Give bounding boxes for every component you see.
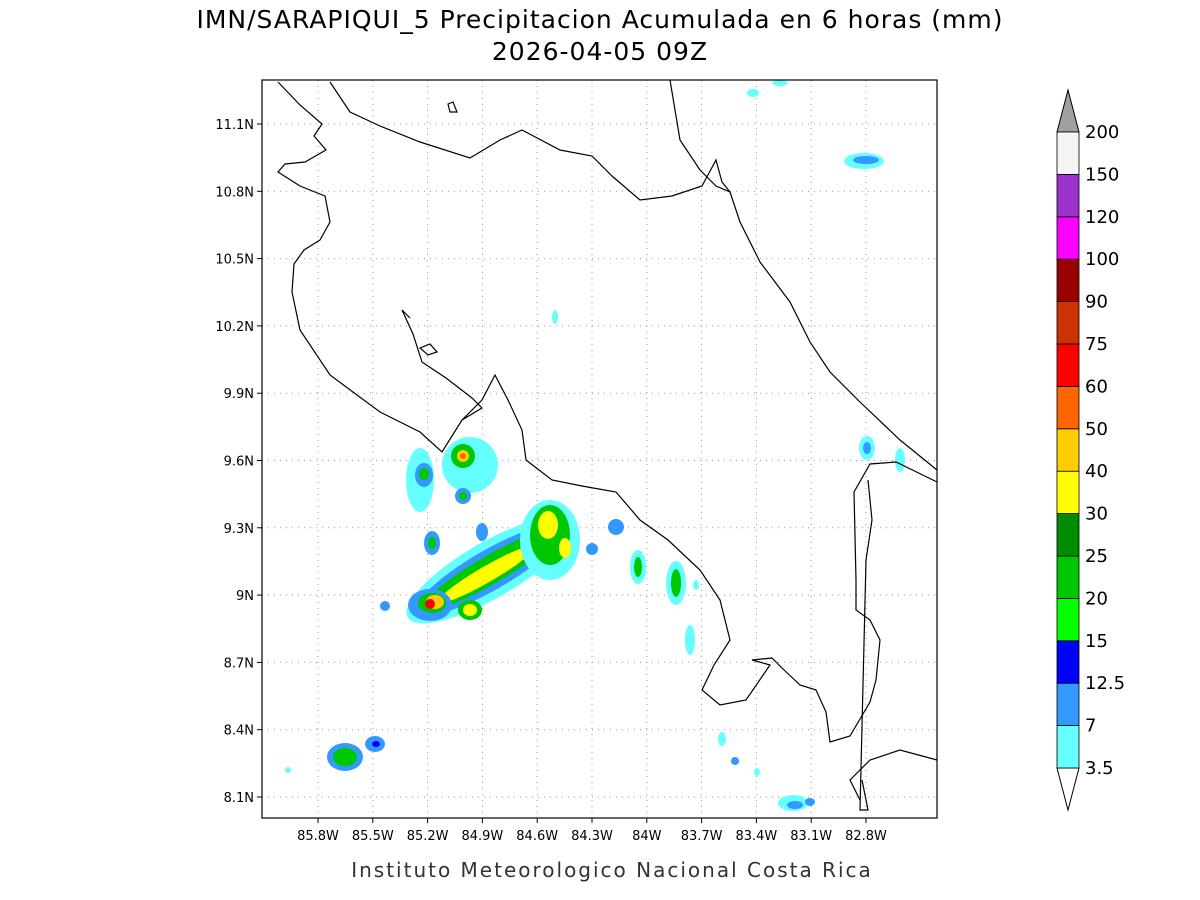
lon-tick-label: 85.8W <box>297 829 339 844</box>
lat-tick-label: 10.5N <box>215 253 254 268</box>
lon-tick-label: 84.3W <box>571 829 613 844</box>
lat-tick-label: 11.1N <box>215 118 254 133</box>
title: IMN/SARAPIQUI_5 Precipitacion Acumulada … <box>196 5 1003 34</box>
colorbar-label: 30 <box>1085 504 1108 525</box>
colorbar-bin <box>1056 173 1080 218</box>
lat-tick-label: 9.6N <box>224 455 254 470</box>
colorbar-label: 75 <box>1085 334 1108 355</box>
colorbar-label: 90 <box>1085 292 1108 313</box>
lat-tick-label: 9N <box>236 589 254 604</box>
lon-tick-label: 84.9W <box>461 829 503 844</box>
lat-tick-label: 8.4N <box>224 724 254 739</box>
lon-tick-label: 85.2W <box>407 829 449 844</box>
lon-tick-label: 85.5W <box>352 829 394 844</box>
colorbar-label: 15 <box>1085 631 1108 652</box>
lat-tick-label: 9.9N <box>224 387 254 402</box>
colorbar-bin <box>1056 470 1080 515</box>
colorbar-label: 7 <box>1085 716 1096 737</box>
lon-tick-label: 83.7W <box>681 829 723 844</box>
colorbar-label: 50 <box>1085 419 1108 440</box>
colorbar-bin <box>1056 725 1080 769</box>
colorbar-bin <box>1056 682 1080 727</box>
grid <box>257 80 937 823</box>
colorbar-label: 25 <box>1085 546 1108 567</box>
precipitation-field <box>285 80 905 811</box>
map-area <box>257 79 938 823</box>
lat-tick-label: 8.7N <box>224 656 254 671</box>
colorbar-bin <box>1056 301 1080 345</box>
lon-tick-label: 83.1W <box>790 829 832 844</box>
lon-tick-label: 84W <box>632 829 662 844</box>
colorbar-bin <box>1056 428 1080 472</box>
lon-tick-label: 83.4W <box>735 829 777 844</box>
colorbar-bin <box>1056 513 1080 557</box>
lat-tick-label: 8.1N <box>224 791 254 806</box>
colorbar-bin <box>1056 640 1080 684</box>
colorbar-under <box>1056 767 1080 812</box>
colorbar-over <box>1056 88 1080 133</box>
map-frame <box>261 79 938 819</box>
colorbar-label: 120 <box>1085 207 1119 228</box>
colorbar-label: 100 <box>1085 249 1119 270</box>
lon-tick-label: 82.8W <box>845 829 887 844</box>
colorbar-label: 20 <box>1085 588 1108 609</box>
colorbar-bin <box>1056 131 1080 175</box>
colorbar-label: 12.5 <box>1085 673 1125 694</box>
colorbar-label: 3.5 <box>1085 758 1114 779</box>
colorbar-bin <box>1056 385 1080 430</box>
subtitle: 2026-04-05 09Z <box>492 37 708 66</box>
colorbar-label: 200 <box>1085 122 1119 143</box>
colorbar-label: 150 <box>1085 164 1119 185</box>
lat-tick-label: 9.3N <box>224 522 254 537</box>
lon-tick-label: 84.6W <box>516 829 558 844</box>
coastlines <box>277 79 938 811</box>
colorbar-bin <box>1056 258 1080 303</box>
footer: Instituto Meteorologico Nacional Costa R… <box>351 858 873 882</box>
colorbar-label: 60 <box>1085 376 1108 397</box>
colorbar-bin <box>1056 343 1080 387</box>
lat-tick-label: 10.8N <box>215 185 254 200</box>
colorbar-bin <box>1056 598 1080 642</box>
colorbar-bin <box>1056 216 1080 260</box>
colorbar-bin <box>1056 555 1080 599</box>
lat-tick-label: 10.2N <box>215 320 254 335</box>
colorbar-label: 40 <box>1085 461 1108 482</box>
colorbar: 3.5 7 12.5 15 20 25 30 40 50 60 75 90 100 120 150 200 <box>1056 88 1125 812</box>
